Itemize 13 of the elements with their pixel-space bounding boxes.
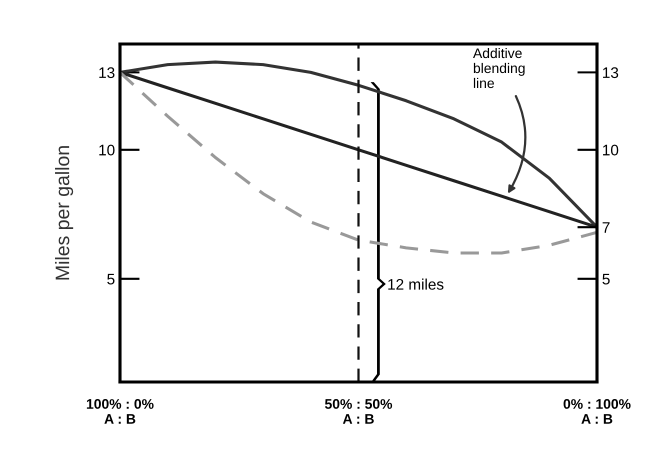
annotation: Additive blending line	[473, 48, 525, 88]
y2-tick-label: 10	[603, 144, 618, 156]
y2-tick-label: 13	[603, 67, 618, 78]
y-tick-label: 5	[107, 274, 114, 284]
x-tick-label: 0% : 100% A : B	[564, 399, 631, 424]
y2-tick-label: 7	[602, 222, 610, 233]
y-axis-title: Miles per gallon	[55, 146, 74, 280]
y-tick-label: 10	[99, 144, 115, 156]
y-tick-label: 13	[99, 67, 114, 78]
y2-tick-label: 5	[602, 274, 610, 284]
x-tick-label: 50% : 50% A : B	[324, 399, 392, 424]
x-tick-label: 100% : 0% A : B	[86, 399, 154, 424]
annotation: 12 miles	[388, 278, 444, 290]
